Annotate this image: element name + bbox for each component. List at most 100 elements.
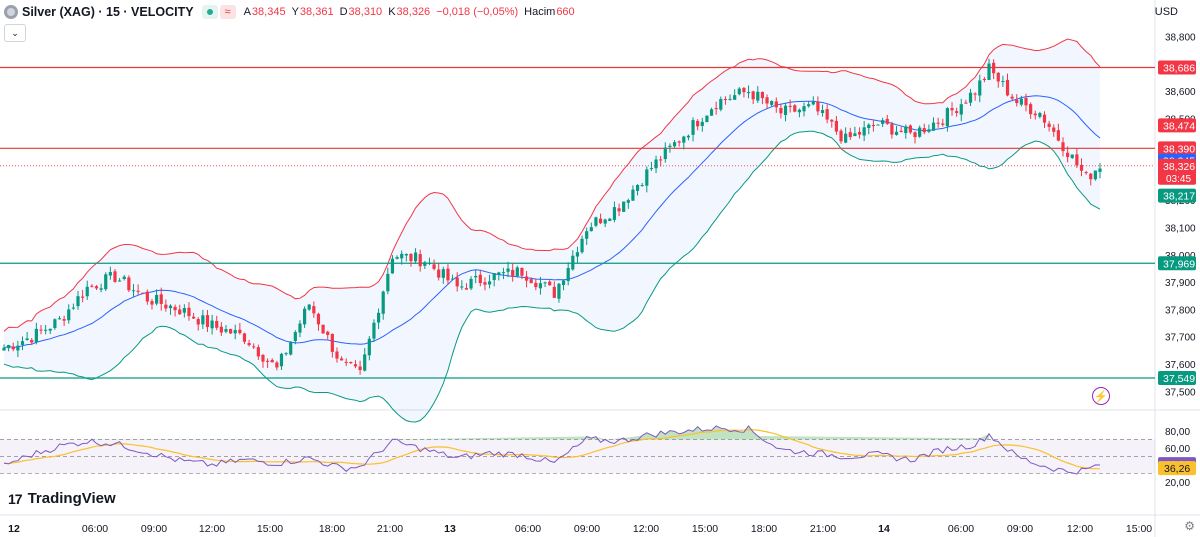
market-status-icon[interactable]: [202, 5, 218, 19]
price-axis-tick: 37,600: [1165, 360, 1196, 371]
time-axis-label: 15:00: [257, 523, 283, 535]
candle-body: [90, 286, 93, 287]
candle-body: [456, 277, 459, 286]
candle-body: [904, 126, 907, 133]
candle-body: [187, 308, 190, 316]
candle-body: [224, 329, 227, 332]
candle-body: [636, 185, 639, 191]
candle-body: [580, 239, 583, 252]
symbol-title[interactable]: Silver (XAG) · 15 · VELOCITY: [22, 5, 194, 19]
candle-body: [206, 315, 209, 327]
candle-body: [118, 281, 121, 282]
time-axis-label: 21:00: [377, 523, 403, 535]
candle-body: [641, 185, 644, 186]
candle-body: [664, 148, 667, 159]
candle-body: [839, 131, 842, 142]
candle-body: [16, 346, 19, 351]
candle-body: [765, 97, 768, 103]
time-axis-label: 13: [444, 523, 456, 535]
candle-body: [53, 319, 56, 328]
candle-body: [955, 111, 958, 113]
candle-body: [821, 110, 824, 113]
candle-body: [682, 137, 685, 143]
candle-body: [895, 132, 898, 135]
candle-body: [349, 362, 352, 363]
candle-body: [7, 345, 10, 348]
candle-body: [58, 318, 61, 319]
candle-body: [113, 271, 116, 282]
candle-body: [858, 132, 861, 135]
candle-body: [2, 348, 5, 351]
candle-body: [39, 330, 42, 331]
lightning-icon[interactable]: ⚡: [1092, 387, 1110, 405]
candle-body: [331, 334, 334, 352]
candle-body: [1015, 100, 1018, 103]
candle-body: [974, 94, 977, 95]
candle-body: [479, 275, 482, 283]
candle-body: [594, 217, 597, 225]
settings-gear-icon[interactable]: ⚙: [1184, 519, 1195, 533]
candle-body: [146, 292, 149, 302]
indicator-wave-icon[interactable]: ≈: [220, 5, 236, 19]
candle-body: [1020, 99, 1023, 105]
candle-body: [234, 330, 237, 333]
price-label-text: 38,474: [1163, 120, 1195, 132]
candle-body: [238, 330, 241, 333]
candle-body: [710, 109, 713, 115]
time-axis-label: 12:00: [633, 523, 659, 535]
collapse-legend-button[interactable]: ⌄: [4, 24, 26, 42]
low-value: 38,310: [349, 6, 383, 18]
candle-body: [303, 309, 306, 325]
candle-body: [1011, 97, 1014, 99]
currency-label[interactable]: USD: [1155, 6, 1178, 18]
candle-body: [881, 120, 884, 124]
candle-body: [155, 295, 158, 304]
candle-body: [345, 362, 348, 363]
candle-body: [613, 207, 616, 220]
candle-body: [835, 121, 838, 132]
candle-body: [534, 283, 537, 287]
candle-body: [530, 279, 533, 283]
open-value: 38,345: [252, 6, 286, 18]
candle-body: [326, 332, 329, 335]
candle-body: [308, 305, 311, 310]
candle-body: [132, 290, 135, 291]
candle-body: [109, 272, 112, 275]
tradingview-logo[interactable]: 17 TradingView: [8, 490, 116, 507]
candle-body: [853, 133, 856, 136]
close-label: K: [388, 6, 395, 18]
candle-body: [488, 281, 491, 284]
price-label-text: 38,390: [1163, 143, 1195, 155]
candle-body: [562, 280, 565, 285]
candle-body: [1048, 124, 1051, 127]
candle-body: [728, 99, 731, 100]
candle-body: [918, 128, 921, 137]
candle-body: [252, 346, 255, 347]
candle-body: [432, 264, 435, 269]
candle-body: [983, 79, 986, 80]
candle-body: [211, 321, 214, 329]
candle-body: [275, 363, 278, 368]
candle-body: [474, 276, 477, 277]
candle-body: [1075, 154, 1078, 165]
candle-body: [312, 306, 315, 313]
candle-body: [668, 146, 671, 147]
candle-body: [724, 99, 727, 100]
candle-body: [631, 190, 634, 201]
candle-body: [201, 315, 204, 324]
candle-body: [1085, 172, 1088, 173]
candle-body: [691, 120, 694, 135]
candle-body: [789, 106, 792, 107]
countdown-label-text: 03:45: [1166, 174, 1191, 185]
candle-body: [174, 307, 177, 310]
silver-symbol-icon: [4, 5, 18, 19]
close-value: 38,326: [397, 6, 431, 18]
candle-body: [169, 306, 172, 308]
candle-body: [44, 330, 47, 331]
candle-body: [72, 308, 75, 309]
candle-body: [964, 103, 967, 104]
candle-body: [493, 273, 496, 280]
brand-name: TradingView: [28, 490, 116, 507]
candle-body: [987, 64, 990, 80]
